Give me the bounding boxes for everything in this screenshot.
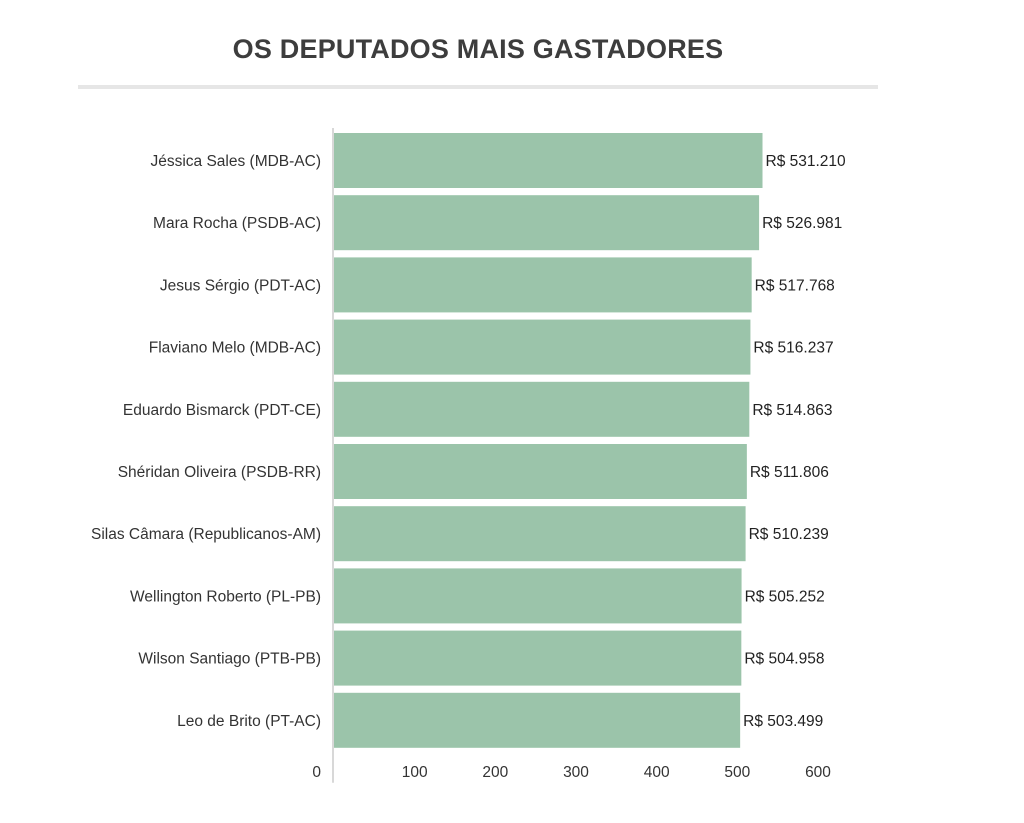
category-labels: Jéssica Sales (MDB-AC) Mara Rocha (PSDB-A… (91, 153, 321, 730)
value-label: R$ 510.239 (749, 526, 829, 543)
bar (334, 444, 747, 499)
x-tick-label: 300 (563, 764, 589, 781)
category-label: Flaviano Melo (MDB-AC) (149, 340, 321, 357)
value-label: R$ 511.806 (750, 464, 829, 481)
category-label: Silas Câmara (Republicanos-AM) (91, 526, 321, 543)
bar (334, 630, 742, 686)
value-label: R$ 526.981 (762, 215, 842, 232)
chart-title: OS DEPUTADOS MAIS GASTADORES (232, 34, 724, 64)
value-label: R$ 504.958 (744, 651, 824, 668)
bar (334, 319, 751, 375)
bar (334, 133, 763, 188)
x-tick-label: 0 (312, 764, 321, 781)
value-labels: R$ 531.210 R$ 526.981 R$ 517.768 R$ 516.237… (743, 153, 846, 730)
value-label: R$ 503.499 (743, 713, 823, 730)
x-tick-label: 200 (482, 764, 508, 781)
category-label: Wellington Roberto (PL-PB) (130, 588, 321, 605)
x-axis-ticks: 0 100 200 300 400 500 600 (312, 764, 831, 781)
x-tick-label: 100 (402, 764, 428, 781)
x-tick-label: 600 (805, 764, 831, 781)
category-label: Leo de Brito (PT-AC) (177, 713, 321, 730)
category-label: Eduardo Bismarck (PDT-CE) (123, 402, 321, 419)
value-label: R$ 516.237 (753, 340, 833, 357)
bar (334, 195, 760, 251)
bar (334, 506, 746, 562)
bar (334, 692, 741, 748)
category-label: Jéssica Sales (MDB-AC) (150, 153, 321, 170)
category-label: Mara Rocha (PSDB-AC) (153, 215, 321, 232)
value-label: R$ 517.768 (755, 277, 835, 294)
bars-group (334, 133, 763, 748)
value-label: R$ 531.210 (766, 153, 847, 170)
title-divider (78, 85, 878, 89)
value-label: R$ 514.863 (752, 402, 832, 419)
bar (334, 381, 750, 437)
category-label: Wilson Santiago (PTB-PB) (138, 651, 321, 668)
category-label: Jesus Sérgio (PDT-AC) (160, 277, 321, 294)
bar (334, 568, 742, 624)
value-label: R$ 505.252 (745, 588, 825, 605)
x-tick-label: 400 (644, 764, 670, 781)
x-tick-label: 500 (724, 764, 750, 781)
category-label: Shéridan Oliveira (PSDB-RR) (118, 464, 321, 481)
bar (334, 257, 752, 313)
